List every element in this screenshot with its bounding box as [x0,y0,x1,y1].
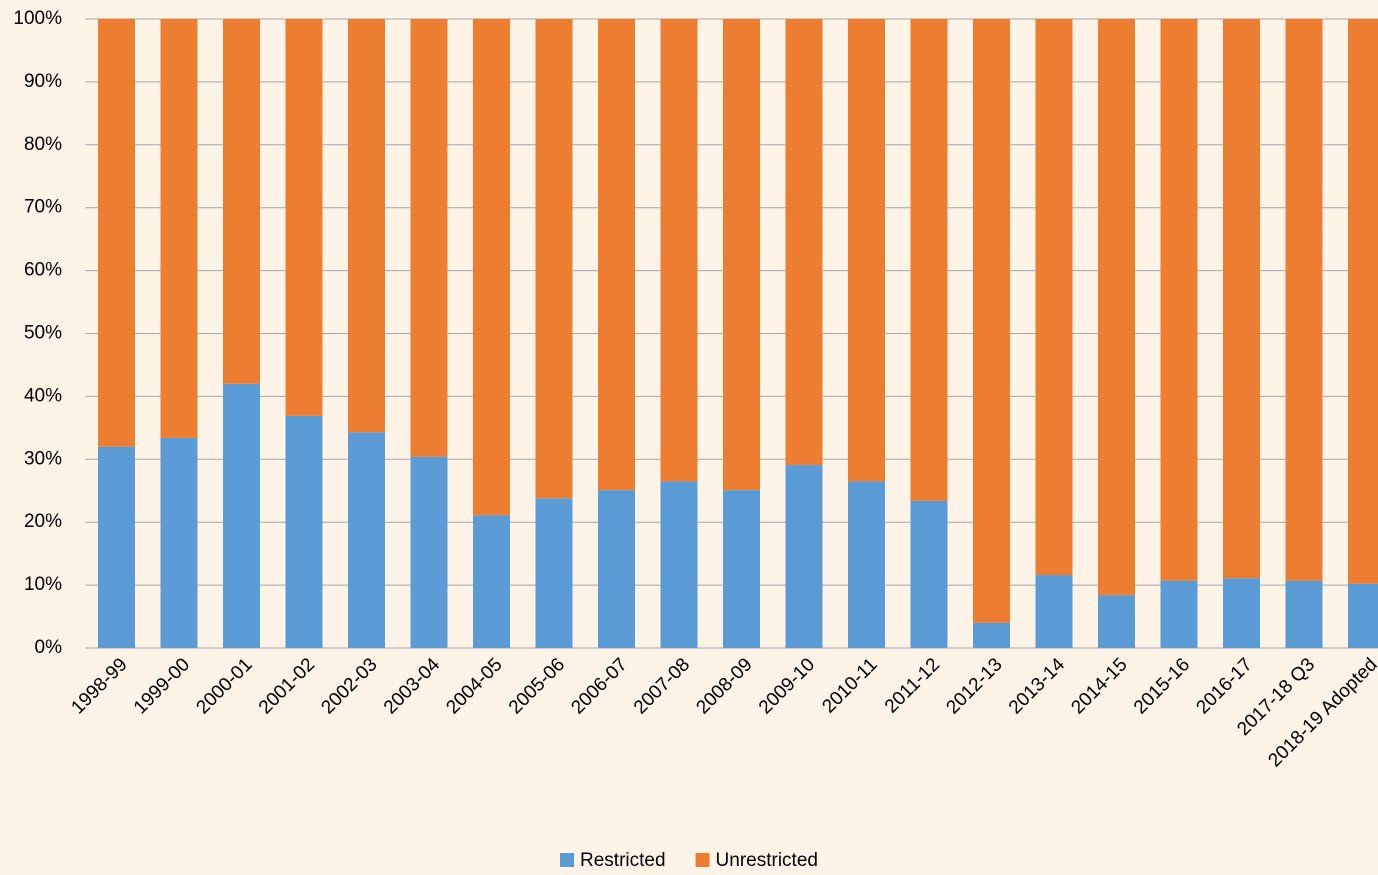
bar-segment [723,19,760,491]
bar-segment [223,19,260,384]
bar-segment [1035,19,1073,576]
x-tick-label: 2016-17 [1192,654,1256,718]
bar-segment [160,437,198,648]
bar-segment [223,383,260,648]
bars [98,19,1378,648]
bar-segment [1098,19,1135,596]
x-tick-label: 2002-03 [317,654,381,718]
bar-segment [598,490,635,648]
bar-segment [473,515,510,648]
bar-segment [785,19,823,465]
bar-segment [473,19,510,516]
x-tick-label: 2010-11 [818,654,881,717]
x-tick-label: 2003-04 [380,654,444,718]
x-tick-label: 2007-08 [630,654,694,718]
bar-segment [598,19,635,491]
bar-segment [348,19,385,433]
bar-segment [285,415,323,648]
bar-segment [723,490,760,648]
bar-segment [1098,595,1135,648]
bar-segment [535,19,573,499]
x-tick-label: 2001-02 [255,654,319,718]
bar-segment [1285,580,1323,648]
x-tick-label: 2005-06 [505,654,569,718]
y-tick-label: 90% [24,71,62,92]
bar-segment [1223,578,1260,648]
x-tick-label: 2014-15 [1067,654,1131,718]
bar-segment [535,498,573,648]
x-tick-label: 2009-10 [755,654,819,718]
x-tick-label: 2000-01 [192,654,256,718]
bar-segment [1223,19,1260,579]
legend-label: Unrestricted [716,850,818,871]
legend-label: Restricted [580,850,666,871]
y-tick-label: 70% [24,197,62,218]
y-tick-label: 80% [24,134,62,155]
x-tick-label: 2011-12 [881,654,944,717]
bar-segment [660,481,698,648]
bar-segment [160,19,198,438]
bar-segment [848,481,885,648]
y-tick-label: 20% [24,511,62,532]
legend-swatch [695,853,710,867]
bar-segment [410,456,448,648]
bar-segment [785,464,823,648]
bar-segment [910,19,948,501]
bar-segment [98,446,135,648]
bar-segment [410,19,448,457]
bar-segment [1285,19,1323,581]
x-tick-label: 2008-09 [692,654,756,718]
y-tick-label: 100% [13,8,62,29]
bar-segment [910,500,948,648]
bar-segment [285,19,323,416]
legend-swatch [560,853,575,867]
x-tick-label: 2004-05 [442,654,506,718]
bar-segment [1160,19,1198,581]
bar-segment [348,432,385,648]
x-tick-label: 1999-00 [130,654,194,718]
bar-segment [848,19,885,482]
y-tick-label: 40% [24,385,62,406]
y-tick-label: 30% [24,448,62,469]
y-tick-label: 10% [24,574,62,595]
x-tick-label: 2006-07 [567,654,631,718]
x-tick-label: 2012-13 [942,654,1006,718]
bar-segment [1348,19,1378,584]
bar-segment [98,19,135,447]
y-tick-label: 0% [35,637,63,658]
y-tick-label: 50% [24,323,62,344]
bar-segment [1348,583,1378,648]
y-tick-label: 60% [24,260,62,281]
x-tick-label: 2013-14 [1005,654,1069,718]
x-tick-label: 1998-99 [67,654,131,718]
x-tick-label: 2015-16 [1130,654,1194,718]
bar-segment [1035,575,1073,648]
x-tick-label: 2018-19 Adopted [1264,654,1378,771]
bar-segment [973,622,1010,648]
bar-segment [973,19,1010,623]
legend: Restricted Unrestricted [560,850,818,871]
bar-segment [1160,580,1198,648]
bar-segment [660,19,698,482]
